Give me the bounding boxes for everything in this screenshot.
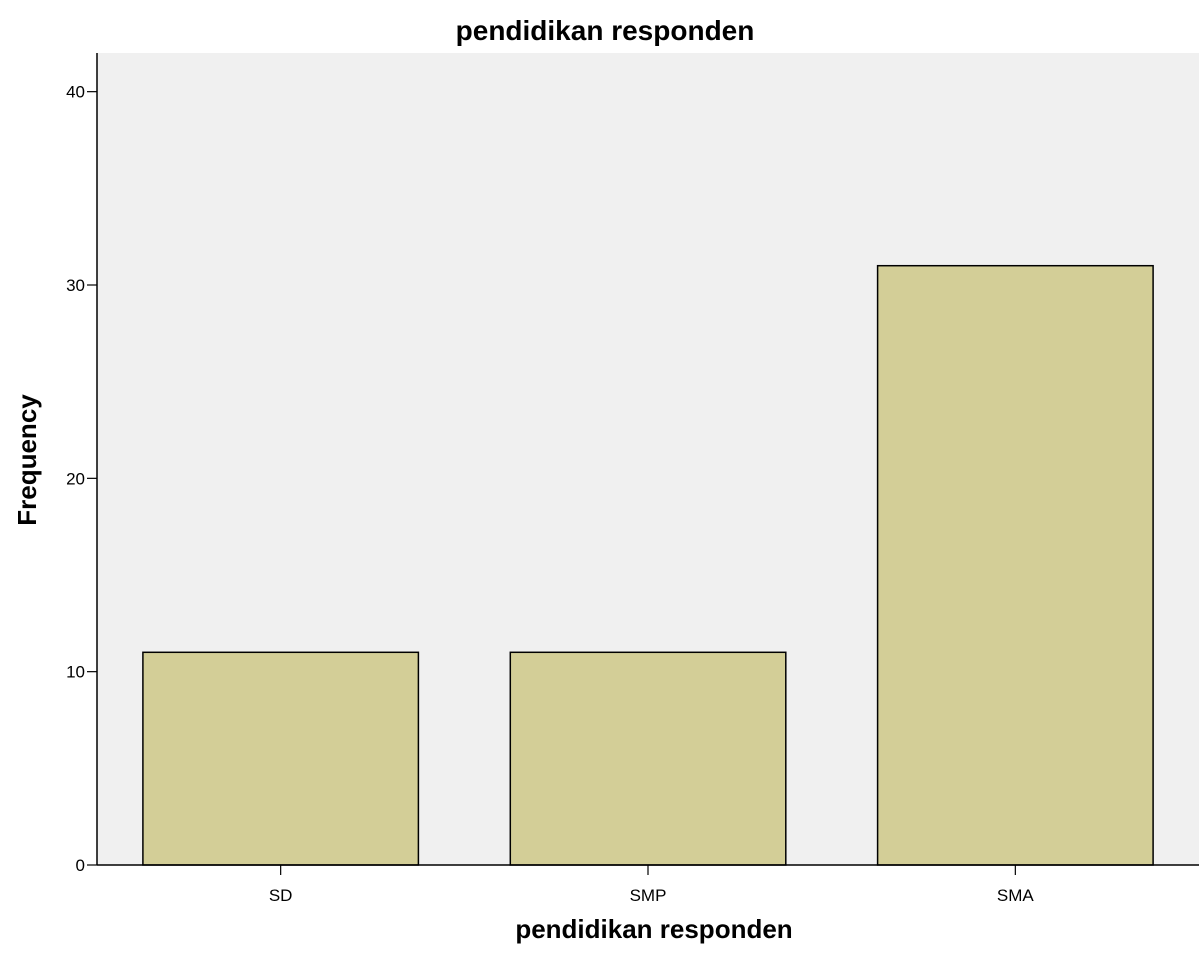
x-axis-label: pendidikan responden bbox=[515, 914, 792, 944]
y-tick-label: 20 bbox=[66, 469, 85, 488]
x-tick-label-smp: SMP bbox=[630, 886, 667, 905]
y-ticks-group: 0 10 20 30 40 bbox=[66, 83, 97, 875]
y-axis-label: Frequency bbox=[12, 394, 42, 526]
x-ticks-group: SD SMP SMA bbox=[269, 865, 1035, 905]
x-tick-label-sd: SD bbox=[269, 886, 293, 905]
x-tick-label-sma: SMA bbox=[997, 886, 1035, 905]
chart-title: pendidikan responden bbox=[456, 15, 755, 46]
y-tick-label: 10 bbox=[66, 663, 85, 682]
y-tick-label: 30 bbox=[66, 276, 85, 295]
bar-smp bbox=[509, 651, 787, 866]
y-tick-label: 0 bbox=[76, 856, 85, 875]
y-tick-label: 40 bbox=[66, 83, 85, 102]
bars-group bbox=[142, 264, 1154, 866]
bar-sd bbox=[142, 651, 420, 866]
bar-sma bbox=[876, 264, 1154, 866]
